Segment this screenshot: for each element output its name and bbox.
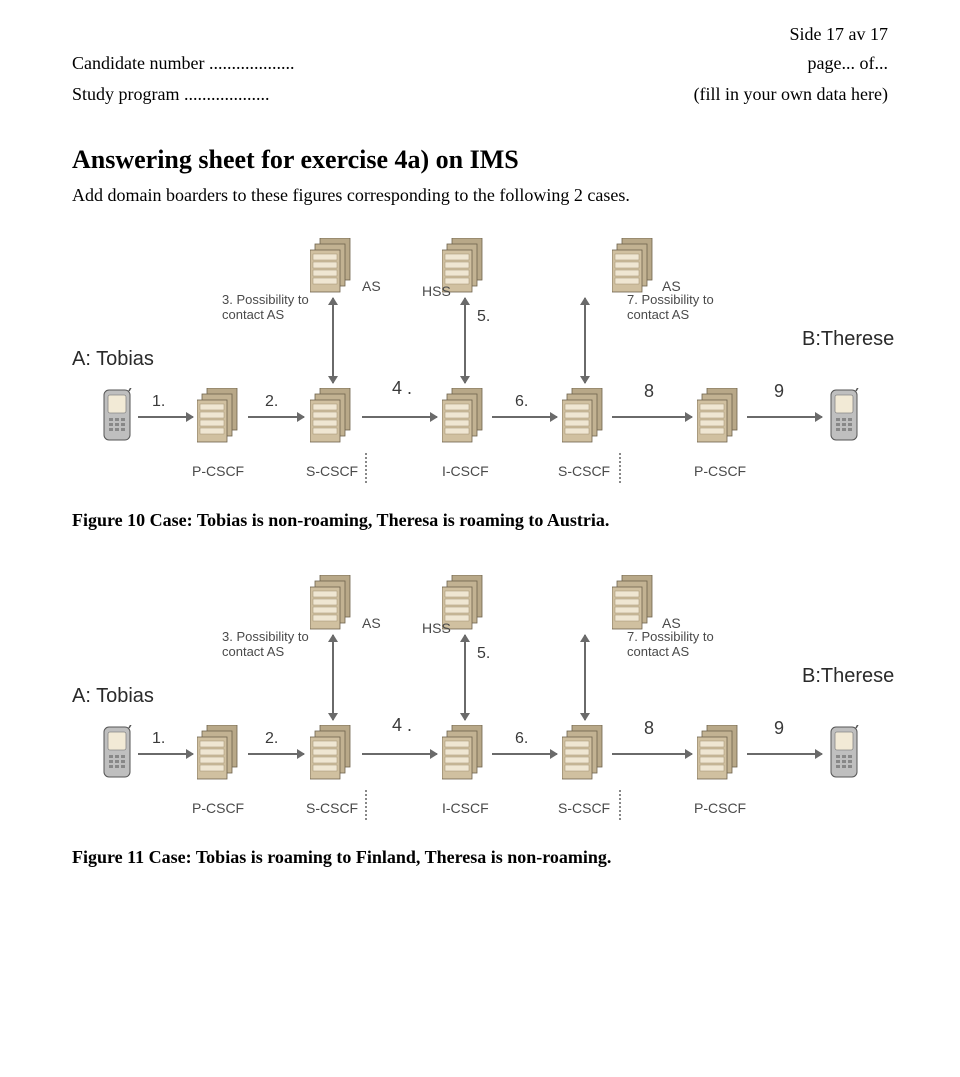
server-as-right-icon-2 [612, 575, 658, 633]
server-scscf-l-icon [310, 388, 356, 446]
arrow-4 [362, 416, 437, 418]
instruction-text: Add domain boarders to these figures cor… [72, 185, 888, 206]
dotted-divider-2b [619, 790, 621, 820]
label-b-therese-2: B:Therese [802, 665, 894, 688]
label-icscf-2: I-CSCF [442, 800, 489, 816]
label-icscf: I-CSCF [442, 463, 489, 479]
arrow-9b [747, 753, 822, 755]
server-as-right-icon [612, 238, 658, 296]
step-6b: 6. [515, 730, 528, 748]
candidate-line: Candidate number ................... [72, 48, 294, 79]
fill-in-note: (fill in your own data here) [694, 79, 888, 110]
possibility-right: 7. Possibility to contact AS [627, 293, 714, 323]
figure-10-caption: Figure 10 Case: Tobias is non-roaming, T… [72, 510, 888, 531]
step-9b: 9 [774, 718, 784, 739]
server-scscf-r-icon [562, 388, 608, 446]
page-marker: Side 17 av 17 [790, 24, 889, 45]
step-6: 6. [515, 393, 528, 411]
phone-icon-a [100, 388, 134, 446]
arrow-1b [138, 753, 193, 755]
header-block: Candidate number ................... pag… [72, 48, 888, 109]
server-pcscf-l-icon [197, 388, 243, 446]
server-scscf-l-icon-2 [310, 725, 356, 783]
section-title: Answering sheet for exercise 4a) on IMS [72, 145, 888, 175]
figure-11-caption: Figure 11 Case: Tobias is roaming to Fin… [72, 847, 888, 868]
label-as-left: AS [362, 278, 381, 294]
arrow-8 [612, 416, 692, 418]
possibility-left-2: 3. Possibility to contact AS [222, 630, 309, 660]
arrow-2 [248, 416, 304, 418]
dotted-divider-2 [619, 453, 621, 483]
label-scscf-r-2: S-CSCF [558, 800, 610, 816]
arrow-9 [747, 416, 822, 418]
step-4: 4 . [392, 378, 412, 399]
label-b-therese: B:Therese [802, 328, 894, 351]
label-a-tobias: A: Tobias [72, 348, 154, 371]
step-1b: 1. [152, 730, 165, 748]
step-9: 9 [774, 381, 784, 402]
label-scscf-l-2: S-CSCF [306, 800, 358, 816]
dotted-divider-1b [365, 790, 367, 820]
phone-icon-b [827, 388, 861, 446]
label-hss-2: HSS [422, 620, 451, 636]
label-as-left-2: AS [362, 615, 381, 631]
server-pcscf-r-icon [697, 388, 743, 446]
label-scscf-l: S-CSCF [306, 463, 358, 479]
label-pcscf-r: P-CSCF [694, 463, 746, 479]
step-4b: 4 . [392, 715, 412, 736]
label-pcscf-r-2: P-CSCF [694, 800, 746, 816]
label-pcscf-l-2: P-CSCF [192, 800, 244, 816]
dotted-divider-1 [365, 453, 367, 483]
label-a-tobias-2: A: Tobias [72, 685, 154, 708]
server-icscf-icon-2 [442, 725, 488, 783]
server-pcscf-r-icon-2 [697, 725, 743, 783]
arrow-as-left-2 [332, 635, 334, 720]
server-scscf-r-icon-2 [562, 725, 608, 783]
step-5b: 5. [477, 645, 490, 663]
arrow-as-right [584, 298, 586, 383]
label-hss: HSS [422, 283, 451, 299]
step-5: 5. [477, 308, 490, 326]
step-2b: 2. [265, 730, 278, 748]
figure-10-diagram: A: Tobias B:Therese AS HSS AS P-CSCF S-C… [72, 238, 888, 488]
arrow-6 [492, 416, 557, 418]
possibility-left: 3. Possibility to contact AS [222, 293, 309, 323]
arrow-6b [492, 753, 557, 755]
label-scscf-r: S-CSCF [558, 463, 610, 479]
page-of: page... of... [808, 48, 888, 79]
study-program-line: Study program ................... [72, 79, 270, 110]
arrow-hss-2 [464, 635, 466, 720]
possibility-right-2: 7. Possibility to contact AS [627, 630, 714, 660]
arrow-1 [138, 416, 193, 418]
step-8b: 8 [644, 718, 654, 739]
phone-icon-b-2 [827, 725, 861, 783]
server-icscf-icon [442, 388, 488, 446]
step-1: 1. [152, 393, 165, 411]
arrow-2b [248, 753, 304, 755]
arrow-hss [464, 298, 466, 383]
arrow-as-left [332, 298, 334, 383]
arrow-4b [362, 753, 437, 755]
step-2: 2. [265, 393, 278, 411]
arrow-as-right-2 [584, 635, 586, 720]
figure-11-diagram: A: Tobias B:Therese AS HSS AS P-CSCF S-C… [72, 575, 888, 825]
step-8: 8 [644, 381, 654, 402]
server-as-left-icon [310, 238, 356, 296]
phone-icon-a-2 [100, 725, 134, 783]
server-pcscf-l-icon-2 [197, 725, 243, 783]
server-as-left-icon-2 [310, 575, 356, 633]
label-pcscf-l: P-CSCF [192, 463, 244, 479]
arrow-8b [612, 753, 692, 755]
